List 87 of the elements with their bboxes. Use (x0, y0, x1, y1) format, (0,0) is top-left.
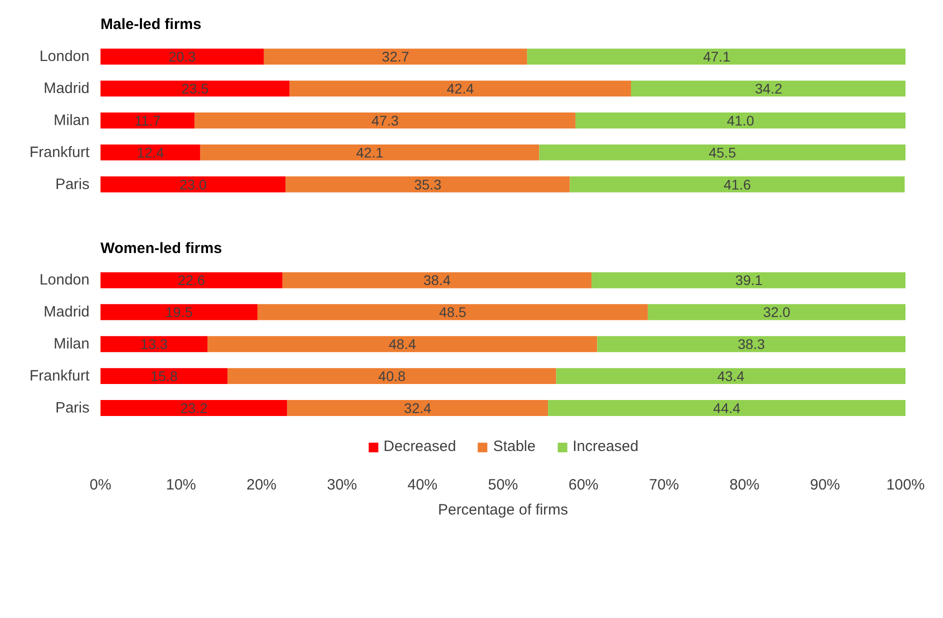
data-label: 38.3 (738, 336, 766, 352)
data-label: 39.1 (735, 272, 763, 288)
bar (648, 304, 906, 320)
y-tick-label: Milan (54, 112, 90, 129)
bar (100, 304, 258, 320)
data-label: 45.5 (708, 144, 736, 160)
bar (194, 112, 576, 128)
bar (286, 176, 570, 192)
bar (527, 48, 906, 65)
y-tick-label: Madrid (44, 80, 90, 98)
bar (282, 272, 592, 288)
x-tick-label: 50% (488, 476, 518, 494)
legend-label: Increased (572, 438, 638, 455)
x-tick-label: 40% (407, 476, 438, 494)
x-tick-label: 80% (729, 476, 760, 494)
bar (100, 400, 288, 416)
x-tick-label: 10% (166, 476, 196, 494)
bar (592, 272, 906, 288)
data-label: 47.1 (703, 48, 731, 65)
bar (100, 112, 195, 128)
chart-title: Male-led firms (100, 16, 202, 34)
bar (100, 80, 290, 97)
bar (100, 176, 286, 192)
data-label: 20.3 (168, 48, 196, 65)
data-label: 15.8 (150, 368, 178, 384)
x-tick-label: 20% (246, 476, 277, 494)
x-tick-label: 30% (326, 476, 358, 494)
data-label: 42.4 (446, 80, 474, 97)
data-label: 19.5 (165, 304, 193, 320)
y-tick-label: London (39, 272, 90, 289)
bar (597, 336, 906, 352)
data-label: 32.0 (763, 304, 791, 320)
y-tick-label: Paris (55, 400, 90, 416)
data-label: 23.5 (181, 80, 209, 97)
bar (100, 144, 200, 160)
bar (257, 304, 648, 320)
legend-label: Decreased (384, 438, 456, 455)
y-tick-label: London (39, 48, 90, 66)
data-label: 13.3 (140, 336, 168, 352)
bar (570, 176, 905, 192)
bar (264, 48, 528, 65)
data-label: 38.4 (423, 272, 451, 288)
data-label: 23.0 (179, 176, 207, 192)
y-tick-label: Milan (54, 336, 90, 353)
bar (228, 368, 556, 384)
data-label: 41.0 (726, 112, 754, 128)
x-tick-label: 0% (90, 476, 112, 494)
chart-title: Women-led firms (100, 240, 222, 257)
data-label: 48.5 (439, 304, 467, 320)
data-label: 42.1 (356, 144, 384, 160)
bar (287, 400, 548, 416)
y-tick-label: Paris (55, 176, 90, 193)
x-axis-title: Percentage of firms (438, 502, 568, 518)
bar (556, 368, 906, 384)
bar (539, 144, 906, 160)
data-label: 47.3 (371, 112, 399, 128)
legend-label: Stable (493, 438, 536, 455)
bar (290, 80, 631, 97)
x-tick-label: 70% (648, 476, 680, 494)
data-label: 11.7 (134, 112, 161, 128)
y-tick-label: Madrid (44, 304, 90, 321)
x-tick-label: 100% (886, 476, 925, 494)
x-tick-label: 90% (810, 476, 840, 494)
bar (100, 48, 264, 65)
data-label: 48.4 (388, 336, 416, 352)
data-label: 32.4 (404, 400, 432, 416)
data-label: 32.7 (382, 48, 410, 65)
data-label: 12.4 (136, 144, 164, 160)
bar (630, 80, 906, 97)
data-label: 41.6 (724, 176, 752, 192)
bar (100, 336, 208, 352)
bar (100, 272, 282, 288)
data-label: 23.2 (180, 400, 208, 416)
y-tick-label: Frankfurt (29, 368, 90, 385)
data-label: 40.8 (378, 368, 406, 384)
bar (208, 336, 598, 352)
data-label: 43.4 (717, 368, 745, 384)
y-tick-label: Frankfurt (29, 144, 90, 161)
data-label: 34.2 (755, 80, 782, 97)
x-tick-label: 60% (568, 476, 599, 494)
data-label: 22.6 (178, 272, 206, 288)
bar (548, 400, 906, 416)
data-label: 44.4 (713, 400, 741, 416)
data-label: 35.3 (414, 176, 442, 192)
bar (100, 368, 228, 384)
bar (575, 112, 906, 128)
bar (200, 144, 540, 160)
